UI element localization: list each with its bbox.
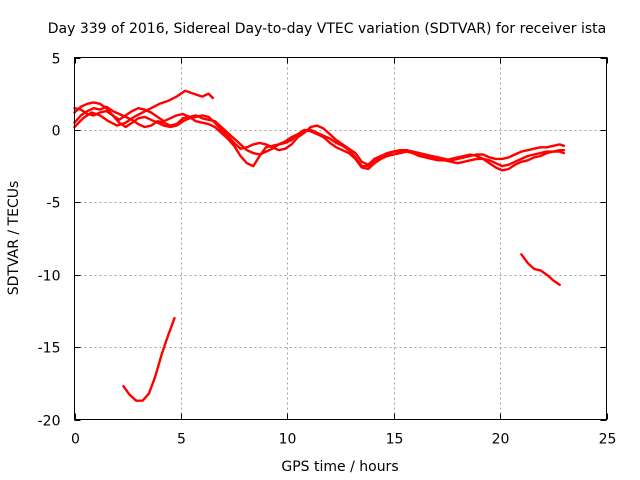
chart-title: Day 339 of 2016, Sidereal Day-to-day VTE… xyxy=(48,21,606,37)
y-tick-label: -5 xyxy=(47,196,61,212)
x-tick-label: 5 xyxy=(177,432,186,448)
x-tick-label: 10 xyxy=(279,432,297,448)
x-tick-label: 15 xyxy=(386,432,404,448)
y-axis-label: SDTVAR / TECUs xyxy=(6,181,22,296)
y-tick-label: -15 xyxy=(38,341,61,357)
grid-lines xyxy=(74,57,607,420)
series-line-track-2 xyxy=(73,101,566,166)
y-tick-label: -10 xyxy=(38,269,61,285)
plot-frame xyxy=(74,57,607,420)
x-tick-label: 20 xyxy=(492,432,510,448)
x-tick-label: 25 xyxy=(599,432,617,448)
y-tick-label: 5 xyxy=(52,52,61,68)
x-axis-label: GPS time / hours xyxy=(281,459,398,475)
axis-ticks: 0 5 10 15 20 25 -20 -15 -10 -5 0 5 xyxy=(38,52,617,448)
y-tick-label: -20 xyxy=(38,414,61,430)
y-tick-label: 0 xyxy=(52,124,61,140)
series-line-track-6 xyxy=(520,253,561,286)
series-group xyxy=(73,89,566,402)
series-line-track-5 xyxy=(122,316,176,402)
x-tick-label: 0 xyxy=(71,432,80,448)
series-line-track-4 xyxy=(73,89,215,129)
series-line-track-3 xyxy=(73,106,566,172)
